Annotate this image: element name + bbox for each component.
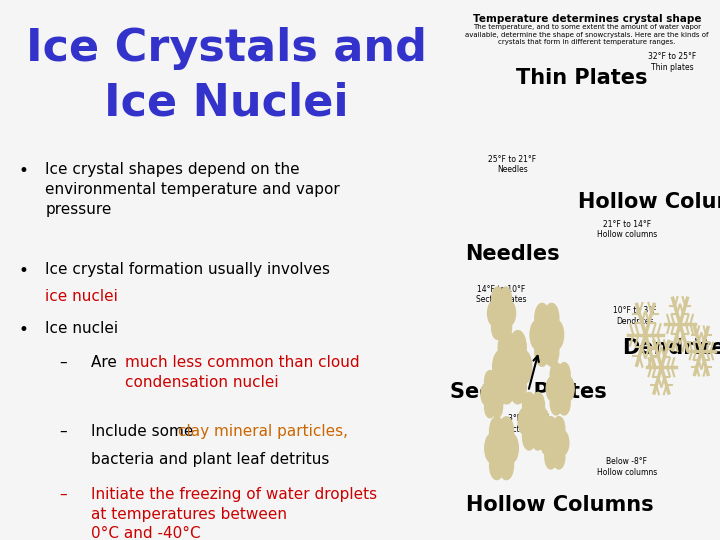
Circle shape: [490, 450, 504, 480]
Text: Temperature determines crystal shape: Temperature determines crystal shape: [472, 14, 701, 24]
Text: •: •: [18, 162, 28, 180]
Circle shape: [542, 325, 552, 345]
Text: Ice Crystals and: Ice Crystals and: [27, 27, 427, 70]
Text: bacteria and plant leaf detritus: bacteria and plant leaf detritus: [91, 453, 329, 468]
Circle shape: [562, 377, 574, 401]
Circle shape: [558, 390, 570, 415]
Circle shape: [545, 417, 557, 441]
Text: Initiate the freezing of water droplets
at temperatures between
0°C and -40°C: Initiate the freezing of water droplets …: [91, 487, 377, 540]
Circle shape: [490, 417, 504, 446]
Circle shape: [558, 363, 570, 387]
Circle shape: [503, 301, 516, 325]
Text: Hollow Columns: Hollow Columns: [467, 495, 654, 515]
Text: Hollow Columns: Hollow Columns: [578, 192, 720, 213]
Text: 32°F to 25°F
Thin plates: 32°F to 25°F Thin plates: [648, 52, 696, 72]
Circle shape: [530, 320, 544, 349]
Text: Below -8°F
Hollow columns: Below -8°F Hollow columns: [597, 457, 657, 477]
Circle shape: [485, 434, 499, 463]
Circle shape: [545, 444, 557, 469]
Circle shape: [485, 396, 495, 418]
Circle shape: [556, 381, 564, 397]
Circle shape: [498, 305, 505, 321]
Circle shape: [536, 408, 549, 435]
Text: Ice nuclei: Ice nuclei: [45, 321, 119, 336]
Circle shape: [498, 370, 515, 404]
Circle shape: [499, 450, 513, 480]
Circle shape: [544, 303, 559, 333]
Text: Sector Plates: Sector Plates: [450, 381, 606, 402]
Circle shape: [523, 393, 536, 419]
Circle shape: [500, 287, 511, 312]
Text: –: –: [59, 355, 66, 370]
Text: Thin Plates: Thin Plates: [516, 68, 647, 89]
Text: 21°F to 14°F
Hollow columns: 21°F to 14°F Hollow columns: [597, 220, 657, 239]
Circle shape: [490, 387, 497, 402]
Circle shape: [515, 350, 532, 384]
Circle shape: [529, 413, 538, 430]
Circle shape: [500, 315, 511, 339]
Circle shape: [497, 438, 506, 458]
Circle shape: [544, 337, 559, 366]
Circle shape: [498, 330, 515, 365]
Circle shape: [531, 393, 544, 419]
Circle shape: [535, 303, 549, 333]
Circle shape: [510, 370, 526, 404]
Text: 10°F to 3°F
Dendrites: 10°F to 3°F Dendrites: [613, 306, 657, 326]
Text: Ice crystal shapes depend on the
environmental temperature and vapor
pressure: Ice crystal shapes depend on the environ…: [45, 162, 340, 217]
Circle shape: [492, 315, 503, 339]
Text: 14°F to 10°F
Sector plates: 14°F to 10°F Sector plates: [477, 285, 527, 304]
Circle shape: [492, 350, 510, 384]
Circle shape: [535, 337, 549, 366]
Circle shape: [518, 408, 531, 435]
Text: 3°F to -8°F
Sector plates: 3°F to -8°F Sector plates: [503, 414, 554, 434]
Text: 25°F to 21°F
Needles: 25°F to 21°F Needles: [488, 155, 536, 174]
Circle shape: [510, 330, 526, 365]
Circle shape: [487, 301, 500, 325]
Circle shape: [531, 423, 544, 450]
Text: –: –: [59, 487, 66, 502]
Text: much less common than cloud
condensation nuclei: much less common than cloud condensation…: [125, 355, 359, 390]
Circle shape: [541, 431, 553, 455]
Text: The temperature, and to some extent the amount of water vapor
available, determi: The temperature, and to some extent the …: [465, 24, 708, 45]
Circle shape: [492, 396, 503, 418]
Text: Dendrites: Dendrites: [622, 338, 720, 359]
Text: ice nuclei: ice nuclei: [45, 289, 118, 305]
Circle shape: [553, 444, 564, 469]
Circle shape: [481, 383, 492, 405]
Circle shape: [492, 370, 503, 393]
Circle shape: [557, 431, 569, 455]
Text: Ice Nuclei: Ice Nuclei: [104, 81, 349, 124]
Text: clay mineral particles,: clay mineral particles,: [179, 424, 348, 439]
Circle shape: [492, 287, 503, 312]
Circle shape: [551, 435, 559, 451]
Circle shape: [523, 423, 536, 450]
Circle shape: [550, 390, 562, 415]
Text: Include some: Include some: [91, 424, 198, 439]
Text: Needles: Needles: [465, 244, 559, 264]
Text: •: •: [18, 321, 28, 339]
Text: –: –: [59, 424, 66, 439]
Circle shape: [504, 434, 518, 463]
Text: Ice crystal formation usually involves: Ice crystal formation usually involves: [45, 262, 330, 277]
Circle shape: [546, 377, 558, 401]
Circle shape: [485, 370, 495, 393]
Text: Are: Are: [91, 355, 122, 370]
Circle shape: [549, 320, 564, 349]
Circle shape: [507, 356, 518, 379]
Text: •: •: [18, 262, 28, 280]
Circle shape: [495, 383, 506, 405]
Circle shape: [553, 417, 564, 441]
Circle shape: [550, 363, 562, 387]
Circle shape: [499, 417, 513, 446]
